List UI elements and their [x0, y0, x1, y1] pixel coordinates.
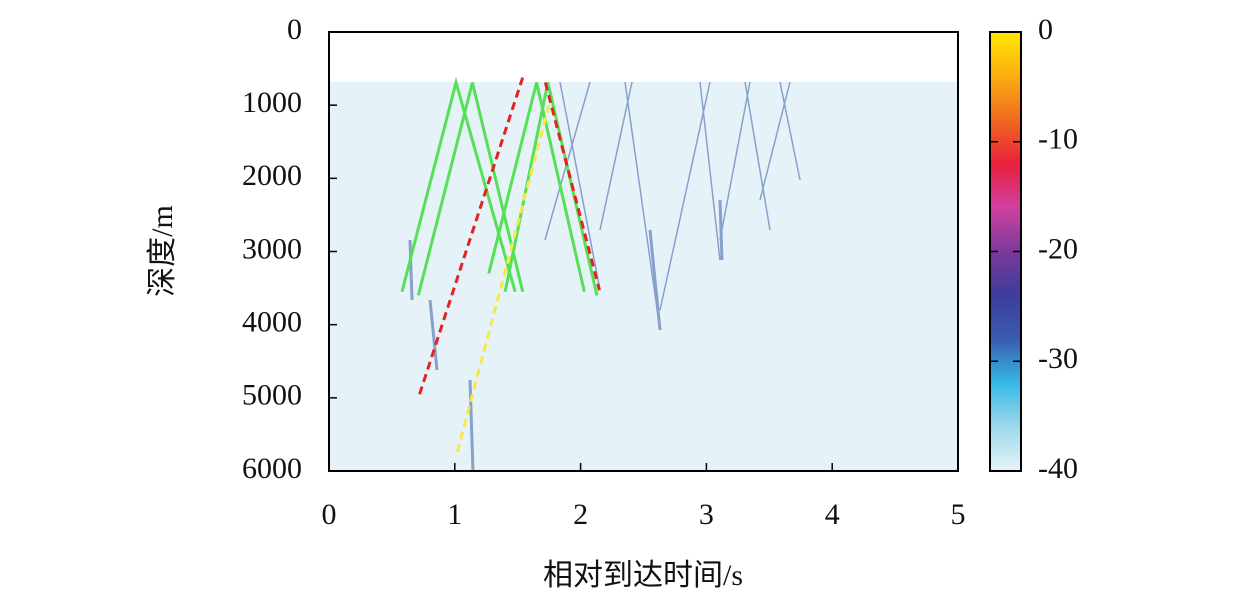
series-line: [487, 82, 586, 293]
x-tick-label: 5: [951, 498, 966, 531]
y-tick-label: 5000: [242, 379, 302, 412]
colorbar-tick-label: 0: [1038, 13, 1053, 46]
y-tick-label: 3000: [242, 232, 302, 265]
series-line: [416, 82, 525, 296]
x-tick-label: 3: [699, 498, 714, 531]
plot-area: [400, 76, 601, 453]
y-axis-label: 深度/m: [146, 205, 179, 297]
x-tick-label: 2: [573, 498, 588, 531]
y-tick-label: 6000: [242, 452, 302, 485]
series-line: [543, 82, 601, 291]
series-line: [400, 76, 517, 293]
x-axis-label: 相对到达时间/s: [543, 559, 743, 592]
heatmap-background: [330, 82, 957, 471]
x-tick-label: 0: [322, 498, 337, 531]
series-line: [418, 76, 525, 395]
colorbar-tick-label: -40: [1038, 452, 1078, 485]
y-tick-label: 0: [287, 13, 302, 46]
y-tick-label: 1000: [242, 86, 302, 119]
colorbar-tick-label: -30: [1038, 342, 1078, 375]
series-line: [455, 104, 551, 453]
colorbar-tick-label: -20: [1038, 232, 1078, 265]
y-tick-label: 4000: [242, 306, 302, 339]
x-tick-label: 4: [825, 498, 840, 531]
x-tick-label: 1: [447, 498, 462, 531]
heatmap-traces: [408, 81, 801, 471]
y-tick-label: 2000: [242, 159, 302, 192]
colorbar-tick-label: -10: [1038, 123, 1078, 156]
trace: [408, 199, 724, 471]
